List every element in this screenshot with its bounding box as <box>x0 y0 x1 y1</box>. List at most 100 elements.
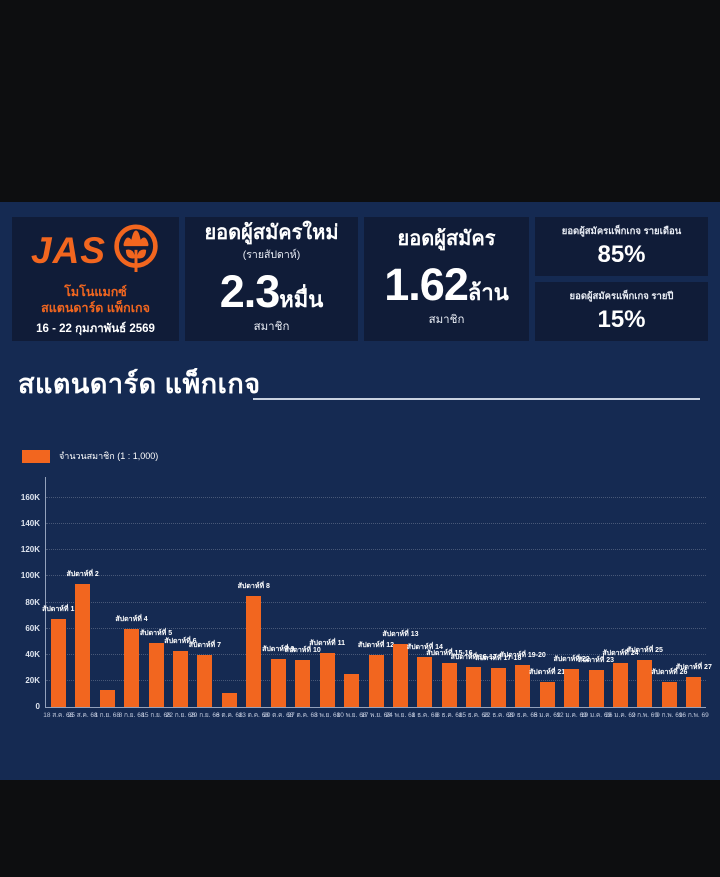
brand-line2: สแตนดาร์ด แพ็กเกจ <box>41 301 150 315</box>
bar-value-label: สัปดาห์ที่ 14 <box>406 644 443 652</box>
header-cards: JAS โมโนแมก <box>12 217 708 341</box>
x-axis-tick: 22 ก.ย. 68 <box>165 712 196 719</box>
percentage-cards: ยอดผู้สมัครแพ็กเกจ รายเดือน 85% ยอดผู้สม… <box>535 217 708 341</box>
new-subscribers-value: 2.3หมื่น <box>220 269 324 314</box>
total-subscribers-title: ยอดผู้สมัคร <box>397 228 496 250</box>
x-axis-tick: 22 ธ.ค. 68 <box>483 712 514 719</box>
bar-value-label: สัปดาห์ที่ 10 <box>284 646 321 654</box>
y-axis-tick: 140K <box>20 519 40 529</box>
bar[interactable] <box>686 676 702 707</box>
bar[interactable] <box>661 682 677 707</box>
jas-flower-icon <box>112 222 160 279</box>
bar[interactable] <box>417 657 433 707</box>
bar[interactable] <box>466 666 482 707</box>
x-axis-tick: 5 ม.ค. 69 <box>533 712 561 719</box>
x-axis-tick: 2 ก.พ. 69 <box>631 712 659 719</box>
legend-swatch <box>22 449 50 463</box>
bar-value-label: สัปดาห์ที่ 6 <box>164 637 197 645</box>
x-axis-tick: 6 ต.ค. 68 <box>216 712 243 719</box>
bar-value-label: สัปดาห์ที่ 23 <box>577 657 615 665</box>
x-axis-tick: 15 ธ.ค. 68 <box>458 712 489 719</box>
bar-value-label: สัปดาห์ที่ 12 <box>357 641 395 649</box>
bar-value-label: สัปดาห์ที่ 16-17 <box>450 653 497 661</box>
x-axis-tick: 9 ก.พ. 69 <box>656 712 683 719</box>
bar[interactable] <box>148 643 164 707</box>
bar[interactable] <box>172 650 188 707</box>
bar[interactable] <box>99 690 115 707</box>
bar[interactable] <box>344 674 360 707</box>
total-subscribers-card: ยอดผู้สมัคร 1.62ล้าน สมาชิก <box>364 217 529 341</box>
bar[interactable] <box>270 658 286 707</box>
x-axis-tick: 25 ส.ค. 68 <box>67 712 98 719</box>
bar[interactable] <box>295 659 311 707</box>
bar[interactable] <box>319 653 335 707</box>
y-axis-tick: 0 <box>35 702 40 711</box>
bar-value-label: สัปดาห์ที่ 26 <box>651 669 688 677</box>
bar[interactable] <box>637 659 653 707</box>
total-subscribers-magnitude: ล้าน <box>467 280 509 305</box>
report-date-range: 16 - 22 กุมภาพันธ์ 2569 <box>36 322 155 335</box>
new-subscribers-subtitle: (รายสัปดาห์) <box>242 248 301 261</box>
new-subscribers-number: 2.3 <box>219 265 281 317</box>
monthly-package-value: 85% <box>597 241 646 268</box>
bar-value-label: สัปดาห์ที่ 15-16 <box>426 649 473 657</box>
gridline <box>46 601 706 603</box>
bar[interactable] <box>75 584 91 707</box>
bar[interactable] <box>441 662 457 707</box>
content-band: JAS โมโนแมก <box>0 202 720 780</box>
y-axis-tick: 100K <box>20 571 40 581</box>
brand-subtitle: โมโนแมกซ์ สแตนดาร์ด แพ็กเกจ <box>41 285 150 316</box>
bar[interactable] <box>124 628 140 707</box>
section-title: สแตนดาร์ด แพ็กเกจ <box>18 369 261 399</box>
bar-value-label: สัปดาห์ที่ 19-20 <box>499 652 546 660</box>
bar[interactable] <box>612 662 628 707</box>
bar-value-label: สัปดาห์ที่ 5 <box>139 630 173 637</box>
x-axis-tick: 19 ม.ค. 69 <box>580 712 612 719</box>
x-axis-tick: 29 ก.ย. 68 <box>190 712 220 719</box>
bar[interactable] <box>246 595 262 707</box>
yearly-package-value: 15% <box>597 306 646 333</box>
x-axis-tick: 10 พ.ย. 68 <box>336 712 367 719</box>
monthly-package-title: ยอดผู้สมัครแพ็กเกจ รายเดือน <box>561 226 682 237</box>
y-axis-tick: 60K <box>25 623 40 633</box>
x-axis-tick: 3 พ.ย. 68 <box>314 712 341 719</box>
new-subscribers-unit-label: สมาชิก <box>253 320 290 333</box>
gridline <box>46 627 706 629</box>
bar[interactable] <box>515 665 531 707</box>
bar[interactable] <box>588 670 604 707</box>
y-axis-tick: 40K <box>25 649 40 659</box>
bar-value-label: สัปดาห์ที่ 13 <box>382 631 419 639</box>
gridline <box>46 497 706 498</box>
total-subscribers-value: 1.62ล้าน <box>384 262 508 307</box>
chart-legend: จำนวนสมาชิก (1 : 1,000) <box>22 449 158 463</box>
bar[interactable] <box>490 667 506 707</box>
plot-area: 0 20K 40K 60K 80K 100K 120K 140K 160K สัปดาห์ที่ … <box>21 477 712 719</box>
x-axis-tick: 15 ก.ย. 68 <box>141 712 171 719</box>
total-subscribers-number: 1.62 <box>384 259 469 310</box>
gridline <box>46 549 706 551</box>
bar[interactable] <box>368 654 384 707</box>
x-axis-tick: 1 ธ.ค. 68 <box>411 712 439 719</box>
bar[interactable] <box>539 682 555 707</box>
gridline <box>46 575 706 577</box>
brand-logo-row: JAS <box>31 222 160 279</box>
gridline <box>46 653 706 655</box>
y-axis-tick: 80K <box>25 597 40 607</box>
x-axis-tick: 16 ก.พ. 69 <box>678 712 709 719</box>
bar-value-label: สัปดาห์ที่ 4 <box>115 615 148 623</box>
x-axis-tick: 20 ต.ค. 68 <box>263 712 294 719</box>
bar-value-label: สัปดาห์ที่ 8 <box>237 582 270 590</box>
bar-value-label: สัปดาห์ที่ 1 <box>42 606 75 614</box>
y-axis-tick: 20K <box>25 675 40 685</box>
bar[interactable] <box>221 692 237 707</box>
bar-value-label: สัปดาห์ที่ 25 <box>626 646 663 654</box>
bar[interactable] <box>392 644 408 707</box>
bar-value-label: สัปดาห์ที่ 21 <box>529 669 566 677</box>
bar[interactable] <box>564 669 580 707</box>
new-subscribers-magnitude: หมื่น <box>279 286 324 312</box>
x-axis-tick: 8 ก.ย. 68 <box>118 712 145 719</box>
yearly-package-card: ยอดผู้สมัครแพ็กเกจ รายปี 15% <box>535 282 708 341</box>
bar[interactable] <box>197 654 213 707</box>
bar[interactable] <box>50 619 66 707</box>
bar-value-label: สัปดาห์ที่ 9 <box>262 645 295 653</box>
